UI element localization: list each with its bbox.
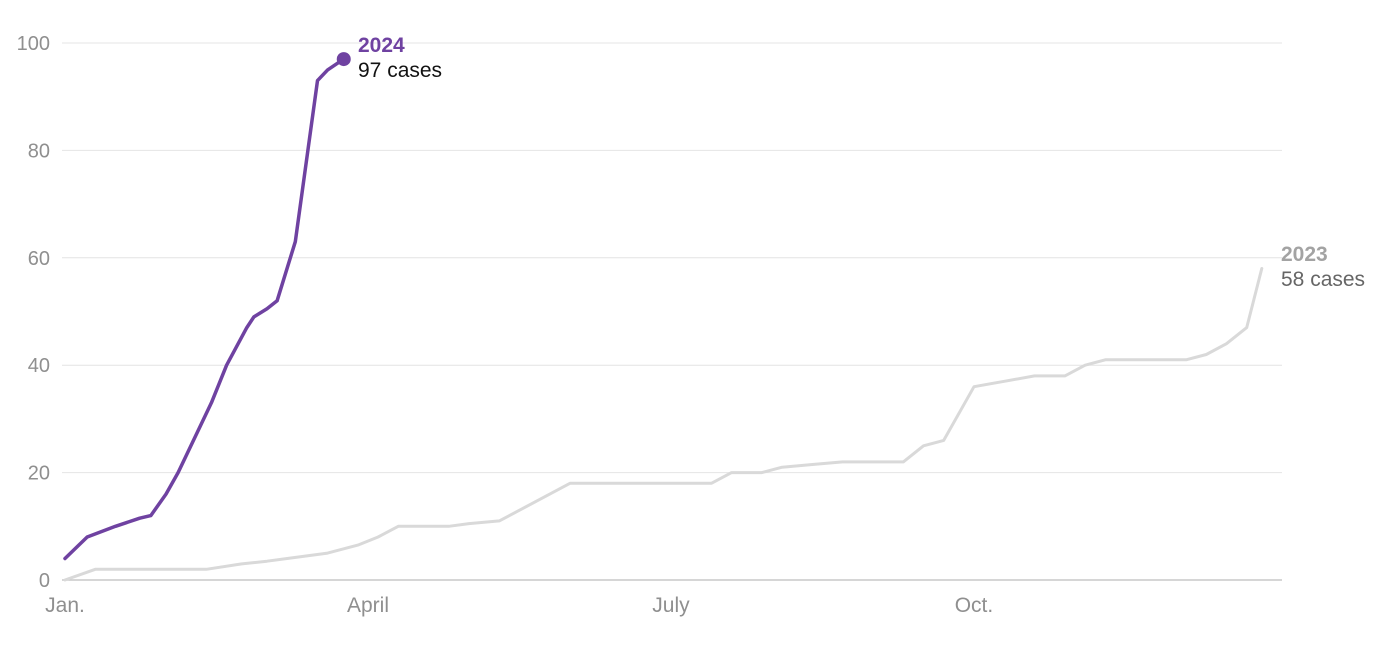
y-tick-label-40: 40 <box>28 355 50 377</box>
x-tick-label-April: April <box>347 594 389 617</box>
y-tick-label-80: 80 <box>28 140 50 162</box>
annotation-2024: 2024 97 cases <box>358 33 442 83</box>
y-tick-label-0: 0 <box>39 570 50 592</box>
series-line-2023 <box>63 267 1264 582</box>
y-tick-label-20: 20 <box>28 463 50 485</box>
y-tick-label-100: 100 <box>17 33 50 55</box>
y-tick-label-60: 60 <box>28 248 50 270</box>
x-tick-label-Jan: Jan. <box>45 594 85 617</box>
series-2024-label: 2024 <box>358 34 405 57</box>
series-2023-cases-value: 58 cases <box>1281 268 1366 291</box>
series-line-2024 <box>63 57 346 561</box>
series-endpoint-dot-2024 <box>336 52 351 67</box>
series-2023-label: 2023 <box>1281 243 1328 266</box>
x-tick-label-July: July <box>652 594 690 617</box>
annotation-2023: 2023 58 cases <box>1281 242 1365 292</box>
series-2024-cases-value: 97 cases <box>358 59 443 82</box>
x-tick-label-Oct: Oct. <box>955 594 994 617</box>
